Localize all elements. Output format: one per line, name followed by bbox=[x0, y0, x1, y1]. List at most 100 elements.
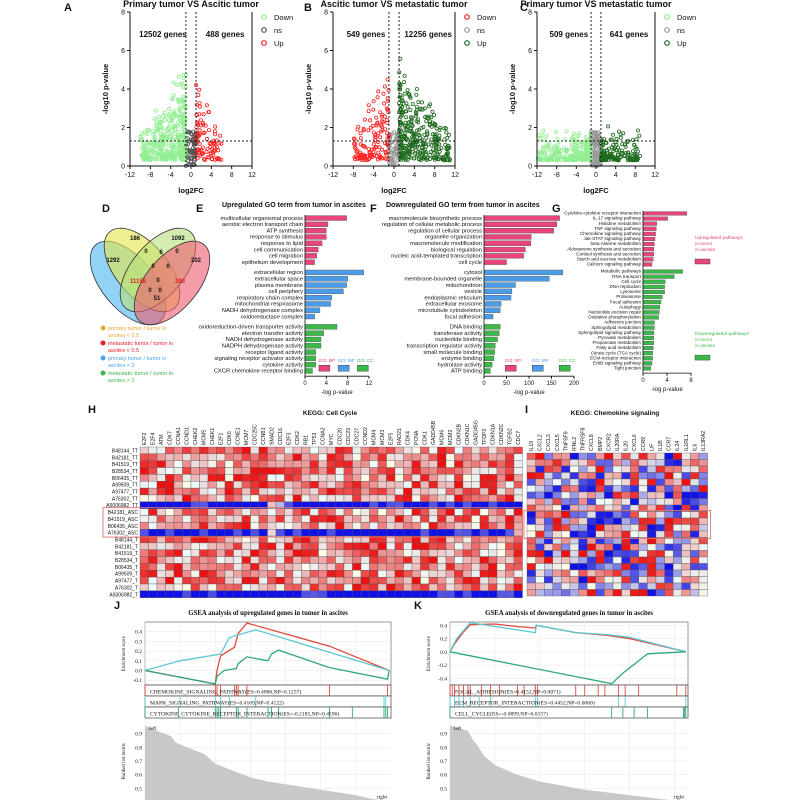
heatmap-cell bbox=[630, 589, 639, 597]
data-point bbox=[404, 109, 409, 114]
highlight-box-asc-rows bbox=[523, 510, 712, 539]
heatmap-column-label: CDKN2C bbox=[499, 423, 505, 445]
heatmap-cell bbox=[612, 576, 622, 584]
heatmap-cell bbox=[139, 453, 149, 461]
heatmap-cell bbox=[199, 570, 209, 578]
data-point bbox=[594, 132, 599, 137]
heatmap-cell bbox=[360, 563, 370, 571]
heatmap-cell bbox=[301, 453, 311, 461]
go-bar-chart-e: Upregulated GO term from tumor in ascite… bbox=[199, 202, 375, 396]
data-point bbox=[416, 100, 421, 105]
heatmap-cell bbox=[377, 563, 387, 571]
heatmap-cell bbox=[630, 517, 639, 525]
heatmap-cell bbox=[561, 556, 571, 564]
heatmap-cell bbox=[621, 563, 631, 571]
legend-marker bbox=[664, 14, 670, 20]
heatmap-cell bbox=[216, 570, 226, 578]
es-curve bbox=[449, 622, 686, 653]
heatmap-cell bbox=[343, 508, 353, 516]
heatmap-cell bbox=[664, 569, 674, 577]
heatmap-cell bbox=[578, 543, 588, 551]
data-point bbox=[404, 127, 409, 132]
heatmap-cell bbox=[698, 452, 708, 460]
data-point bbox=[181, 121, 186, 126]
heatmap-cell bbox=[496, 570, 506, 578]
data-point bbox=[206, 110, 211, 115]
heatmap-cell bbox=[561, 576, 571, 584]
heatmap-cell bbox=[552, 478, 562, 486]
heatmap-cell bbox=[369, 446, 379, 455]
data-point bbox=[541, 144, 546, 149]
heatmap-cell bbox=[284, 529, 294, 537]
heatmap-cell bbox=[471, 467, 481, 475]
heatmap-cell bbox=[335, 590, 345, 598]
bar bbox=[642, 310, 660, 315]
heatmap-cell bbox=[173, 542, 183, 550]
data-point bbox=[214, 144, 219, 149]
heatmap-cell bbox=[462, 487, 472, 496]
heatmap-cell bbox=[638, 563, 648, 571]
heatmap-cell bbox=[479, 563, 489, 571]
heatmap-cell bbox=[335, 576, 345, 585]
data-point bbox=[410, 141, 415, 146]
heatmap-cell bbox=[505, 563, 515, 571]
data-point bbox=[439, 146, 444, 151]
heatmap-cell bbox=[352, 460, 362, 468]
bar bbox=[304, 240, 323, 246]
heatmap-cell bbox=[394, 453, 404, 461]
bar bbox=[642, 320, 655, 325]
ranked-metric-area bbox=[450, 725, 670, 800]
heatmap-cell bbox=[377, 576, 387, 585]
heatmap-cell bbox=[462, 494, 472, 502]
data-point bbox=[174, 82, 179, 87]
data-point bbox=[614, 142, 619, 147]
heatmap-cell bbox=[165, 446, 175, 455]
bar-category-label: NADH dehydrogenase complex bbox=[222, 308, 303, 314]
heatmap-cell bbox=[216, 481, 226, 489]
heatmap-cell bbox=[250, 515, 260, 523]
data-point bbox=[419, 126, 424, 131]
heatmap-cell bbox=[569, 563, 579, 571]
data-point bbox=[154, 155, 159, 160]
heatmap-cell bbox=[544, 550, 553, 558]
heatmap-row-label: A5006982_T bbox=[109, 592, 138, 598]
heatmap-cell bbox=[647, 569, 657, 577]
heatmap-cell bbox=[462, 549, 472, 557]
data-point bbox=[538, 136, 543, 141]
data-point bbox=[398, 56, 403, 61]
heatmap-cell bbox=[360, 576, 370, 585]
heatmap-cell bbox=[630, 582, 639, 590]
y-tick-label: 0.4 bbox=[135, 630, 142, 636]
bar bbox=[483, 336, 498, 343]
heatmap-column-label: CDC25C bbox=[253, 424, 259, 445]
heatmap-cell bbox=[335, 474, 345, 482]
heatmap-cell bbox=[148, 576, 158, 585]
heatmap-cell bbox=[216, 590, 226, 598]
heatmap-cell bbox=[526, 459, 536, 467]
bar-category-label: extracellular region bbox=[254, 270, 303, 276]
heatmap-cell bbox=[535, 459, 545, 467]
heatmap-cell bbox=[673, 582, 682, 590]
heatmap-cell bbox=[578, 452, 588, 460]
venn-legend-label: primary tumor / tumor in bbox=[108, 326, 166, 332]
heatmap-cell bbox=[411, 494, 421, 502]
heatmap-cell bbox=[681, 524, 691, 532]
y-tick-label: 8 bbox=[324, 10, 328, 17]
heatmap-cell bbox=[526, 576, 536, 584]
data-point bbox=[156, 144, 161, 149]
bar-category-label: signaling receptor activator activity bbox=[214, 356, 303, 362]
bar-category-label: nucleotide binding bbox=[435, 337, 482, 343]
heatmap-column-label: CDK4 bbox=[406, 431, 412, 445]
heatmap-cell bbox=[250, 590, 260, 598]
heatmap-cell bbox=[488, 487, 498, 496]
data-point bbox=[419, 100, 424, 105]
heatmap-cell bbox=[386, 563, 396, 571]
heatmap-cell bbox=[224, 508, 234, 516]
heatmap-cell bbox=[647, 530, 657, 538]
heatmap-cell bbox=[182, 467, 192, 475]
heatmap-cell bbox=[681, 478, 691, 486]
bar bbox=[642, 247, 655, 252]
heatmap-cell bbox=[673, 465, 682, 473]
heatmap-cell bbox=[655, 582, 665, 590]
heatmap-cell bbox=[612, 543, 622, 551]
